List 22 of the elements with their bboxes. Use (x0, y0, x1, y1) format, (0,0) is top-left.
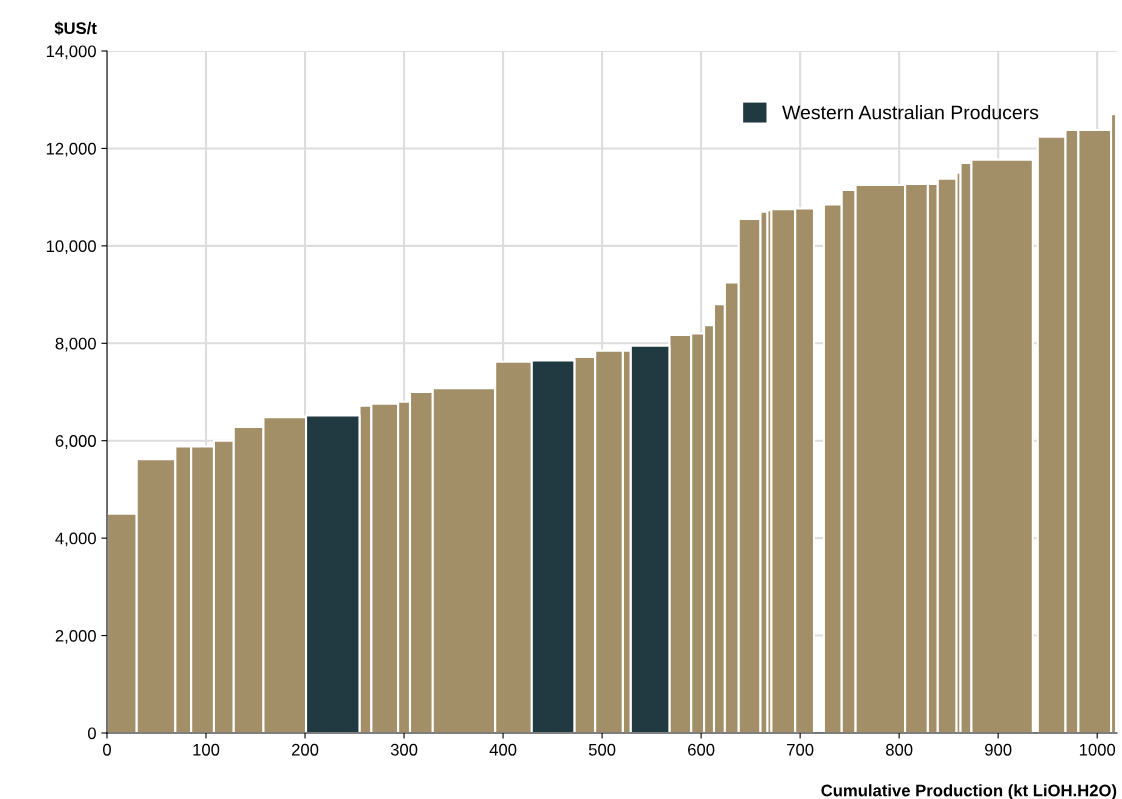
y-tick-label: 2,000 (55, 629, 96, 644)
legend-label: Western Australian Producers (782, 105, 1039, 120)
x-tick-label: 800 (885, 743, 913, 756)
x-tick-label: 400 (489, 743, 517, 756)
x-tick-label: 100 (193, 743, 220, 756)
y-axis-title: $US/t (54, 21, 97, 36)
y-tick-label: 4,000 (55, 532, 96, 547)
x-tick-label: 300 (390, 743, 418, 756)
x-tick-label: 700 (787, 743, 814, 756)
y-tick-label: 14,000 (46, 45, 96, 60)
y-tick-label: 8,000 (55, 337, 96, 352)
x-tick-label: 900 (985, 743, 1012, 756)
x-tick-label: 600 (688, 743, 715, 756)
y-tick-label: 12,000 (46, 142, 96, 157)
y-tick-label: 0 (87, 727, 96, 740)
x-tick-label: 0 (103, 743, 111, 756)
x-tick-label: 1000 (1079, 743, 1116, 756)
x-tick-label: 500 (588, 743, 616, 756)
x-tick-label: 200 (291, 743, 319, 756)
x-axis-title: Cumulative Production (kt LiOH.H2O) (821, 784, 1117, 799)
y-tick-label: 6,000 (55, 435, 96, 449)
y-tick-label: 10,000 (46, 240, 96, 255)
